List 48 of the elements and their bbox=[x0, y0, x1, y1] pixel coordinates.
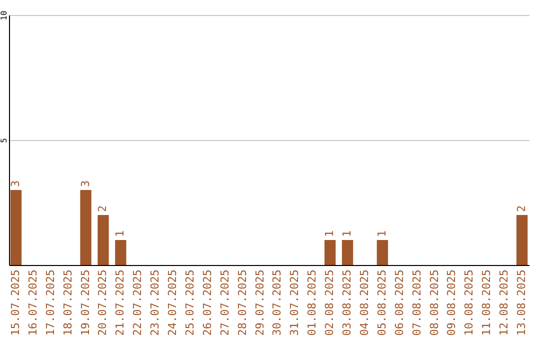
x-tick-label: 22.07.2025 bbox=[131, 270, 144, 336]
x-tick-label: 03.08.2025 bbox=[340, 270, 354, 336]
bar bbox=[324, 240, 336, 265]
bar bbox=[516, 215, 528, 265]
x-tick-label: 19.07.2025 bbox=[78, 270, 92, 336]
bar bbox=[98, 215, 109, 265]
x-tick-label: 08.08.2025 bbox=[428, 270, 441, 336]
data-label: 2 bbox=[96, 205, 110, 212]
y-tick-label: 10 bbox=[0, 10, 8, 20]
x-tick-label: 26.07.2025 bbox=[200, 270, 214, 336]
data-label: 3 bbox=[8, 180, 22, 187]
bar bbox=[80, 190, 92, 265]
bar bbox=[10, 190, 22, 265]
x-tick-label: 16.07.2025 bbox=[26, 270, 40, 336]
x-tick-label: 09.08.2025 bbox=[445, 270, 458, 336]
x-tick-label: 29.07.2025 bbox=[253, 270, 266, 336]
bar bbox=[342, 240, 354, 265]
x-tick-label: 13.08.2025 bbox=[515, 270, 528, 336]
x-tick-label: 20.07.2025 bbox=[96, 270, 110, 336]
x-tick-label: 24.07.2025 bbox=[166, 270, 180, 336]
x-tick-label: 30.07.2025 bbox=[270, 270, 284, 336]
bar bbox=[376, 240, 388, 265]
x-tick-label: 28.07.2025 bbox=[236, 270, 249, 336]
x-tick-label: 01.08.2025 bbox=[306, 270, 319, 336]
x-tick-label: 18.07.2025 bbox=[61, 270, 74, 336]
x-tick-label: 07.08.2025 bbox=[410, 270, 424, 336]
x-tick-label: 05.08.2025 bbox=[375, 270, 388, 336]
data-label: 3 bbox=[78, 180, 92, 187]
data-label: 1 bbox=[340, 230, 354, 237]
x-tick-label: 10.08.2025 bbox=[462, 270, 476, 336]
bar bbox=[115, 240, 126, 265]
x-tick-label: 17.07.2025 bbox=[44, 270, 57, 336]
data-label: 1 bbox=[375, 230, 388, 237]
x-tick-label: 04.08.2025 bbox=[358, 270, 371, 336]
data-label: 2 bbox=[515, 205, 528, 212]
x-tick-label: 31.07.2025 bbox=[288, 270, 302, 336]
data-label: 1 bbox=[114, 230, 127, 237]
x-tick-label: 02.08.2025 bbox=[323, 270, 336, 336]
x-tick-label: 06.08.2025 bbox=[392, 270, 406, 336]
x-tick-label: 21.07.2025 bbox=[114, 270, 127, 336]
y-tick-label: 5 bbox=[0, 138, 8, 143]
x-tick-label: 23.07.2025 bbox=[148, 270, 162, 336]
x-tick-label: 11.08.2025 bbox=[480, 270, 494, 336]
x-tick-label: 27.07.2025 bbox=[218, 270, 232, 336]
x-tick-label: 15.07.2025 bbox=[8, 270, 22, 336]
x-tick-label: 25.07.2025 bbox=[183, 270, 196, 336]
x-tick-label: 12.08.2025 bbox=[498, 270, 511, 336]
data-label: 1 bbox=[323, 230, 336, 237]
